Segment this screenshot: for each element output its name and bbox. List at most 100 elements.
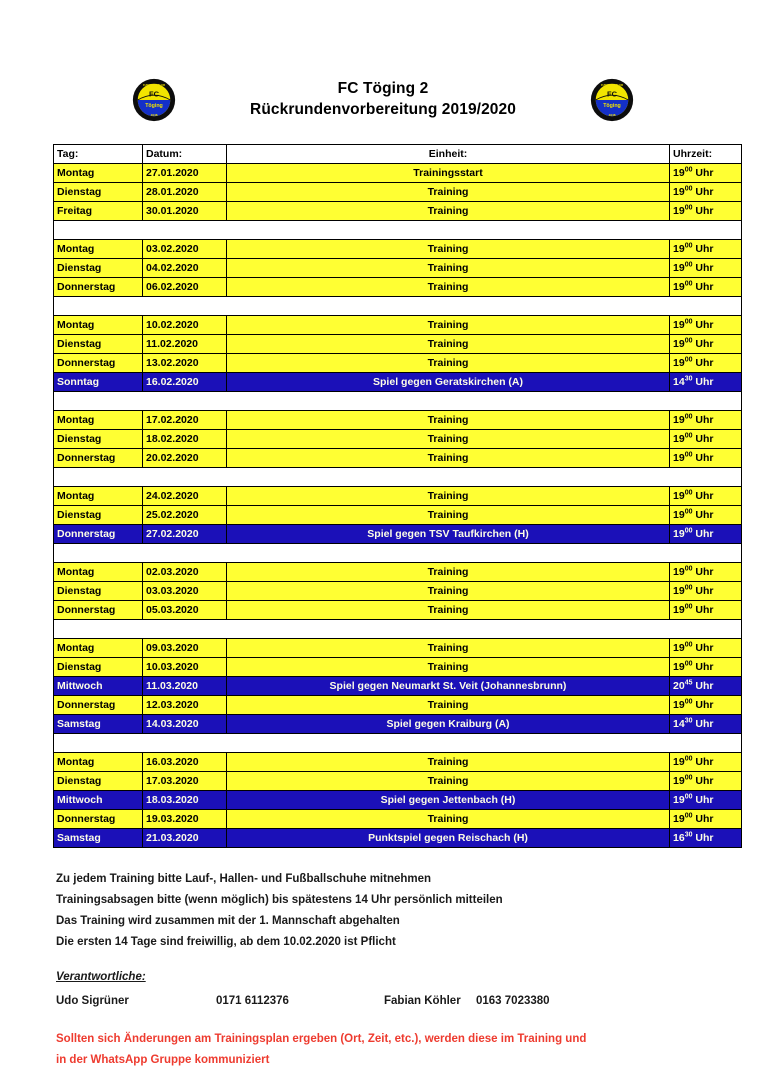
cell-time: 1430 Uhr (669, 372, 742, 392)
table-row: Freitag 30.01.2020 Training 1900 Uhr (53, 201, 742, 221)
table-row: Dienstag 04.02.2020 Training 1900 Uhr (53, 258, 742, 278)
cell-time: 1900 Uhr (669, 334, 742, 354)
column-header-date: Datum: (142, 144, 227, 164)
cell-time: 1900 Uhr (669, 771, 742, 791)
cell-unit: Training (226, 486, 670, 506)
cell-day: Dienstag (53, 334, 143, 354)
responsible-heading: Verantwortliche: (56, 971, 146, 983)
cell-date: 13.02.2020 (142, 353, 227, 373)
cell-day: Dienstag (53, 505, 143, 525)
cell-day: Donnerstag (53, 809, 143, 829)
cell-date: 24.02.2020 (142, 486, 227, 506)
cell-unit: Training (226, 277, 670, 297)
schedule-table: Tag: Datum: Einheit: Uhrzeit: Montag 27.0… (53, 144, 742, 848)
cell-day: Sonntag (53, 372, 143, 392)
cell-unit: Spiel gegen Geratskirchen (A) (226, 372, 670, 392)
note-line-1: Zu jedem Training bitte Lauf-, Hallen- u… (56, 873, 432, 885)
cell-unit: Training (226, 315, 670, 335)
cell-date: 09.03.2020 (142, 638, 227, 658)
cell-time: 1900 Uhr (669, 448, 742, 468)
schedule-table-body: Montag 27.01.2020 Trainingsstart 1900 Uhr Di… (53, 163, 742, 848)
svg-text:FC: FC (149, 89, 160, 98)
cell-time: 1900 Uhr (669, 163, 742, 183)
cell-unit: Spiel gegen Kraiburg (A) (226, 714, 670, 734)
cell-day: Mittwoch (53, 676, 143, 696)
cell-time: 2045 Uhr (669, 676, 742, 696)
table-row: Donnerstag 12.03.2020 Training 1900 Uhr (53, 695, 742, 715)
cell-day: Montag (53, 163, 143, 183)
cell-unit: Training (226, 410, 670, 430)
cell-unit: Trainingsstart (226, 163, 670, 183)
cell-day: Montag (53, 239, 143, 259)
cell-date: 20.02.2020 (142, 448, 227, 468)
schedule-table-head: Tag: Datum: Einheit: Uhrzeit: (53, 144, 742, 164)
cell-day: Montag (53, 315, 143, 335)
title-line-club: FC Töging 2 (337, 80, 429, 98)
cell-time: 1900 Uhr (669, 505, 742, 525)
cell-time: 1900 Uhr (669, 809, 742, 829)
table-spacer-cell (53, 467, 742, 487)
table-row: Montag 09.03.2020 Training 1900 Uhr (53, 638, 742, 658)
svg-text:Töging: Töging (603, 103, 621, 109)
cell-unit: Training (226, 581, 670, 601)
table-row: Mittwoch 11.03.2020 Spiel gegen Neumarkt S… (53, 676, 742, 696)
cell-date: 14.03.2020 (142, 714, 227, 734)
table-row: Donnerstag 20.02.2020 Training 1900 Uhr (53, 448, 742, 468)
table-row: Montag 24.02.2020 Training 1900 Uhr (53, 486, 742, 506)
cell-day: Montag (53, 486, 143, 506)
cell-date: 30.01.2020 (142, 201, 227, 221)
cell-date: 16.03.2020 (142, 752, 227, 772)
document-header: FC Töging 1948 FUSSBALL CLUB FC Töging 2… (53, 62, 713, 138)
cell-day: Donnerstag (53, 353, 143, 373)
cell-unit: Training (226, 334, 670, 354)
cell-time: 1900 Uhr (669, 790, 742, 810)
cell-time: 1900 Uhr (669, 277, 742, 297)
responsible-person1-name: Udo Sigrüner (56, 995, 129, 1007)
cell-unit: Spiel gegen TSV Taufkirchen (H) (226, 524, 670, 544)
cell-time: 1900 Uhr (669, 752, 742, 772)
cell-unit: Spiel gegen Neumarkt St. Veit (Johannesb… (226, 676, 670, 696)
table-row: Montag 16.03.2020 Training 1900 Uhr (53, 752, 742, 772)
table-spacer-cell (53, 296, 742, 316)
svg-text:FUSSBALL CLUB: FUSSBALL CLUB (601, 83, 623, 87)
table-row: Montag 27.01.2020 Trainingsstart 1900 Uhr (53, 163, 742, 183)
cell-unit: Spiel gegen Jettenbach (H) (226, 790, 670, 810)
red-footer-line-2: in der WhatsApp Gruppe kommuniziert (56, 1054, 270, 1066)
table-row: Samstag 21.03.2020 Punktspiel gegen Reisch… (53, 828, 742, 848)
cell-day: Donnerstag (53, 600, 143, 620)
table-spacer-row (53, 296, 742, 316)
cell-day: Dienstag (53, 429, 143, 449)
responsible-person2-name: Fabian Köhler (384, 995, 461, 1007)
table-row: Dienstag 25.02.2020 Training 1900 Uhr (53, 505, 742, 525)
cell-date: 17.03.2020 (142, 771, 227, 791)
cell-unit: Training (226, 201, 670, 221)
cell-time: 1630 Uhr (669, 828, 742, 848)
cell-unit: Training (226, 809, 670, 829)
cell-day: Donnerstag (53, 524, 143, 544)
cell-date: 06.02.2020 (142, 277, 227, 297)
cell-date: 21.03.2020 (142, 828, 227, 848)
cell-unit: Training (226, 505, 670, 525)
cell-day: Montag (53, 752, 143, 772)
table-row: Dienstag 10.03.2020 Training 1900 Uhr (53, 657, 742, 677)
table-spacer-row (53, 220, 742, 240)
cell-unit: Training (226, 657, 670, 677)
table-row: Mittwoch 18.03.2020 Spiel gegen Jettenbach… (53, 790, 742, 810)
table-row: Donnerstag 13.02.2020 Training 1900 Uhr (53, 353, 742, 373)
svg-text:Töging: Töging (145, 103, 163, 109)
column-header-time: Uhrzeit: (669, 144, 742, 164)
responsible-person2-phone: 0163 7023380 (476, 995, 550, 1007)
table-row: Donnerstag 06.02.2020 Training 1900 Uhr (53, 277, 742, 297)
table-row: Donnerstag 27.02.2020 Spiel gegen TSV Tauf… (53, 524, 742, 544)
table-spacer-row (53, 391, 742, 411)
cell-unit: Training (226, 695, 670, 715)
cell-unit: Training (226, 448, 670, 468)
cell-date: 16.02.2020 (142, 372, 227, 392)
cell-date: 27.02.2020 (142, 524, 227, 544)
table-spacer-cell (53, 220, 742, 240)
cell-day: Montag (53, 410, 143, 430)
responsible-block: Verantwortliche: Udo Sigrüner 0171 61123… (56, 967, 716, 1012)
cell-time: 1900 Uhr (669, 201, 742, 221)
cell-date: 10.03.2020 (142, 657, 227, 677)
